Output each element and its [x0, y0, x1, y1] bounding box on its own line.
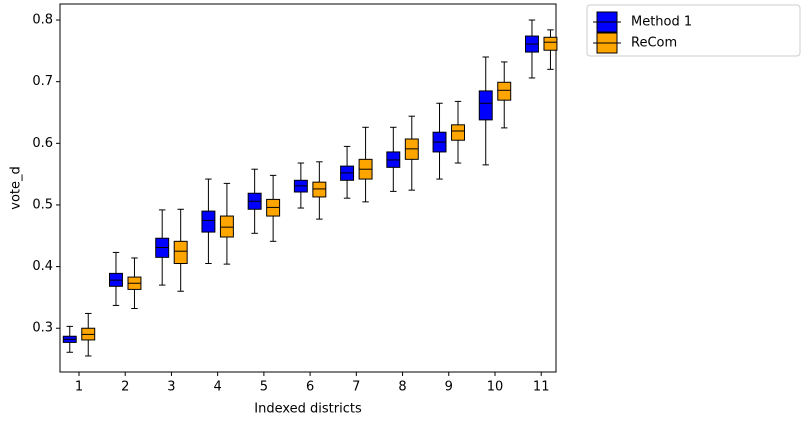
x-tick-label: 7 [352, 380, 360, 395]
x-axis-label: Indexed districts [254, 402, 362, 417]
box [497, 81, 512, 101]
legend-label: Method 1 [631, 15, 692, 30]
y-tick-label: 0.8 [32, 13, 53, 28]
x-tick-label: 10 [487, 380, 504, 395]
box [312, 181, 327, 198]
y-tick-label: 0.7 [32, 74, 53, 89]
y-tick-label: 0.3 [32, 321, 53, 336]
x-tick-label: 3 [167, 380, 175, 395]
x-tick-label: 9 [445, 380, 453, 395]
x-tick-label: 2 [121, 380, 129, 395]
box [173, 240, 188, 265]
x-tick-label: 1 [75, 380, 83, 395]
plot-frame [59, 3, 557, 373]
y-tick-label: 0.5 [32, 197, 53, 212]
box [478, 90, 493, 121]
y-axis-label: vote_d [9, 166, 24, 210]
x-tick-label: 4 [214, 380, 222, 395]
legend-frame [586, 4, 801, 57]
y-tick-label: 0.6 [32, 136, 53, 151]
x-tick-label: 6 [306, 380, 314, 395]
box [201, 210, 216, 233]
y-tick-label: 0.4 [32, 259, 53, 274]
x-tick-label: 8 [398, 380, 406, 395]
box [543, 36, 558, 51]
x-tick-label: 5 [260, 380, 268, 395]
box [219, 215, 234, 238]
x-tick-label: 11 [533, 380, 550, 395]
legend-label: ReCom [631, 36, 677, 51]
box [451, 124, 465, 141]
